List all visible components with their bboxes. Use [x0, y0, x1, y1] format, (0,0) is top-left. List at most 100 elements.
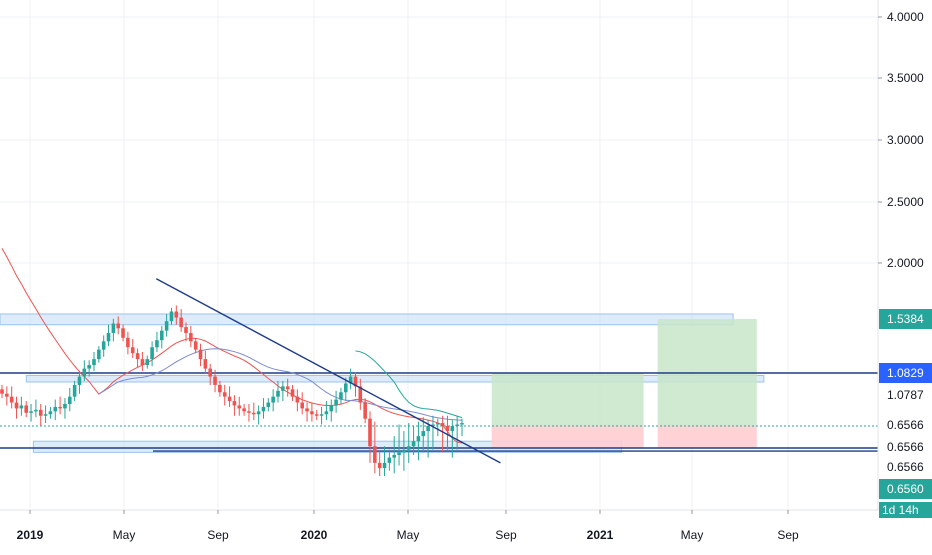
candle-body: [111, 323, 116, 334]
candle-body: [358, 386, 363, 403]
candle-body: [431, 424, 435, 426]
candle-body: [184, 327, 188, 334]
price-tag-label: 0.6560: [887, 482, 924, 496]
candle-body: [169, 311, 174, 322]
candle-body: [130, 347, 135, 354]
candle-body: [319, 414, 324, 416]
candle-body: [353, 376, 358, 387]
candle-body: [77, 376, 82, 385]
candle-body: [29, 411, 33, 413]
candle-body: [266, 402, 271, 407]
trendline[interactable]: [155, 278, 501, 464]
candle-body: [314, 414, 319, 416]
candle-body: [48, 411, 53, 415]
candle-body: [281, 386, 285, 391]
candle-body: [135, 353, 140, 360]
candlestick-series: [0, 305, 464, 476]
price-tick-label: 2.5000: [887, 195, 924, 209]
candle-body: [87, 365, 91, 369]
price-tag: [879, 415, 932, 435]
candle-body: [198, 349, 203, 360]
candle-body: [305, 408, 309, 412]
candle-body: [174, 311, 179, 318]
price-tag: [879, 385, 932, 405]
candle-body: [426, 426, 430, 432]
price-axis[interactable]: 4.0000 3.5000 3.0000 2.5000 2.0000: [878, 10, 924, 270]
candle-body: [159, 330, 164, 341]
time-tick-label: Sep: [777, 528, 799, 542]
ma-line-2: [355, 350, 463, 419]
candle-body: [402, 449, 406, 453]
candle-body: [445, 426, 450, 432]
candle-body: [251, 412, 256, 415]
candle-body: [203, 359, 208, 369]
candle-body: [368, 418, 372, 447]
candle-body: [58, 406, 62, 409]
candle-body: [290, 389, 295, 397]
time-tick-label: 2020: [301, 528, 328, 542]
candle-body: [67, 396, 72, 404]
position-0-stop-zone[interactable]: [491, 426, 644, 448]
candle-body: [140, 359, 145, 366]
candle-body: [406, 446, 411, 450]
candle-body: [285, 386, 290, 390]
time-tick-label: May: [681, 528, 704, 542]
candle-body: [218, 384, 222, 393]
candle-body: [334, 399, 338, 406]
price-tick-label: 3.5000: [887, 71, 924, 85]
time-tick-label: 2021: [587, 528, 614, 542]
price-tag: [879, 457, 932, 477]
ma-line-0: [1, 248, 463, 444]
candle-body: [435, 423, 440, 425]
candle-body: [14, 402, 19, 409]
candle-body: [43, 414, 48, 416]
candle-body: [416, 436, 421, 442]
long-position-tools[interactable]: [491, 319, 757, 448]
candle-body: [377, 462, 382, 469]
price-tag: [879, 437, 932, 457]
price-tag: [879, 502, 932, 518]
zone-1: [25, 374, 765, 383]
time-tick-label: Sep: [495, 528, 517, 542]
support-resistance-zones: [0, 313, 765, 453]
candle-body: [440, 423, 445, 426]
candle-body: [164, 321, 169, 331]
candle-body: [72, 384, 77, 397]
candle-body: [363, 402, 367, 419]
position-1-stop-zone[interactable]: [657, 426, 757, 448]
candle-body: [455, 424, 459, 426]
moving-averages: [1, 248, 463, 444]
chart-grid: [0, 0, 878, 510]
candle-body: [232, 401, 237, 406]
candle-body: [421, 431, 426, 437]
candle-body: [63, 404, 67, 409]
price-tag-label: 0.6566: [887, 440, 924, 454]
candle-body: [276, 390, 280, 397]
candle-body: [97, 349, 101, 360]
candle-body: [145, 359, 150, 366]
descending-trendline[interactable]: [155, 278, 501, 464]
candle-body: [38, 409, 43, 416]
price-tag: [879, 309, 932, 329]
time-tick-label: Sep: [207, 528, 229, 542]
candle-body: [343, 383, 348, 393]
price-tag-label: 1d 14h: [882, 503, 919, 517]
candle-body: [179, 317, 183, 328]
candle-body: [222, 392, 227, 397]
price-tag-label: 0.6566: [887, 460, 924, 474]
candle-body: [213, 376, 217, 385]
time-tick-label: 2019: [17, 528, 44, 542]
candle-body: [155, 340, 159, 348]
candle-body: [237, 405, 242, 409]
position-0-profit-zone[interactable]: [491, 373, 644, 426]
time-axis[interactable]: 2019 May Sep 2020 May Sep 2021 May Sep: [17, 510, 799, 542]
candle-body: [53, 406, 58, 412]
candle-body: [382, 462, 387, 469]
time-tick-label: May: [397, 528, 420, 542]
candle-body: [256, 411, 261, 415]
candle-body: [392, 454, 397, 458]
candle-body: [92, 359, 96, 366]
candle-body: [34, 409, 38, 412]
